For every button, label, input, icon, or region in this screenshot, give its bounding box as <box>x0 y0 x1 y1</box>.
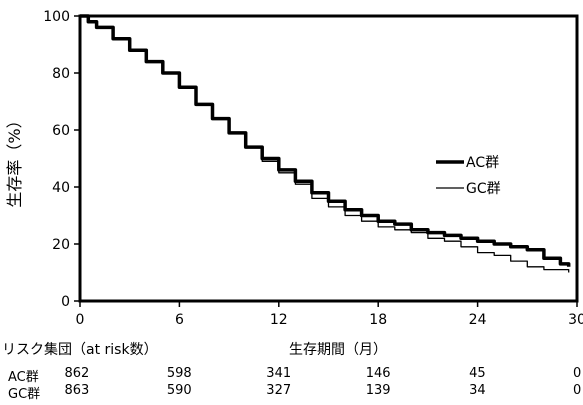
y-axis-label: 生存率（%） <box>5 112 24 207</box>
legend-label-ac: AC群 <box>466 155 499 171</box>
y-tick-label: 100 <box>43 9 70 25</box>
risk-value: 34 <box>469 383 486 398</box>
risk-value: 0 <box>573 366 582 381</box>
x-tick-label: 30 <box>568 312 583 328</box>
series-line-ac <box>80 14 571 267</box>
plot-area-frame <box>78 14 579 303</box>
legend-label-gc: GC群 <box>466 181 501 197</box>
x-tick-label: 6 <box>175 312 184 328</box>
risk-table-header: リスク集団（at risk数） <box>2 341 158 358</box>
legend: AC群 GC群 <box>436 155 501 197</box>
risk-value: 327 <box>266 383 292 398</box>
x-tick-label: 0 <box>76 312 85 328</box>
risk-row-label-ac: AC群 <box>8 370 39 385</box>
risk-row-label-gc: GC群 <box>8 387 41 402</box>
y-tick-label: 20 <box>52 237 70 253</box>
x-tick-label: 24 <box>469 312 487 328</box>
x-axis-label: 生存期間（月） <box>289 342 387 358</box>
x-tick-label: 18 <box>369 312 387 328</box>
risk-value: 146 <box>365 366 391 381</box>
risk-value: 0 <box>573 383 582 398</box>
risk-value: 590 <box>166 383 192 398</box>
risk-value: 598 <box>166 366 192 381</box>
x-tick-label: 12 <box>270 312 288 328</box>
risk-value: 862 <box>64 366 90 381</box>
risk-value: 863 <box>64 383 90 398</box>
y-tick-label: 0 <box>61 294 70 310</box>
series-line-gc <box>80 15 570 273</box>
risk-value: 139 <box>365 383 391 398</box>
risk-value: 45 <box>469 366 486 381</box>
y-tick-label: 80 <box>52 66 70 82</box>
y-tick-label: 60 <box>52 123 70 139</box>
y-tick-label: 40 <box>52 180 70 196</box>
risk-value: 341 <box>266 366 292 381</box>
